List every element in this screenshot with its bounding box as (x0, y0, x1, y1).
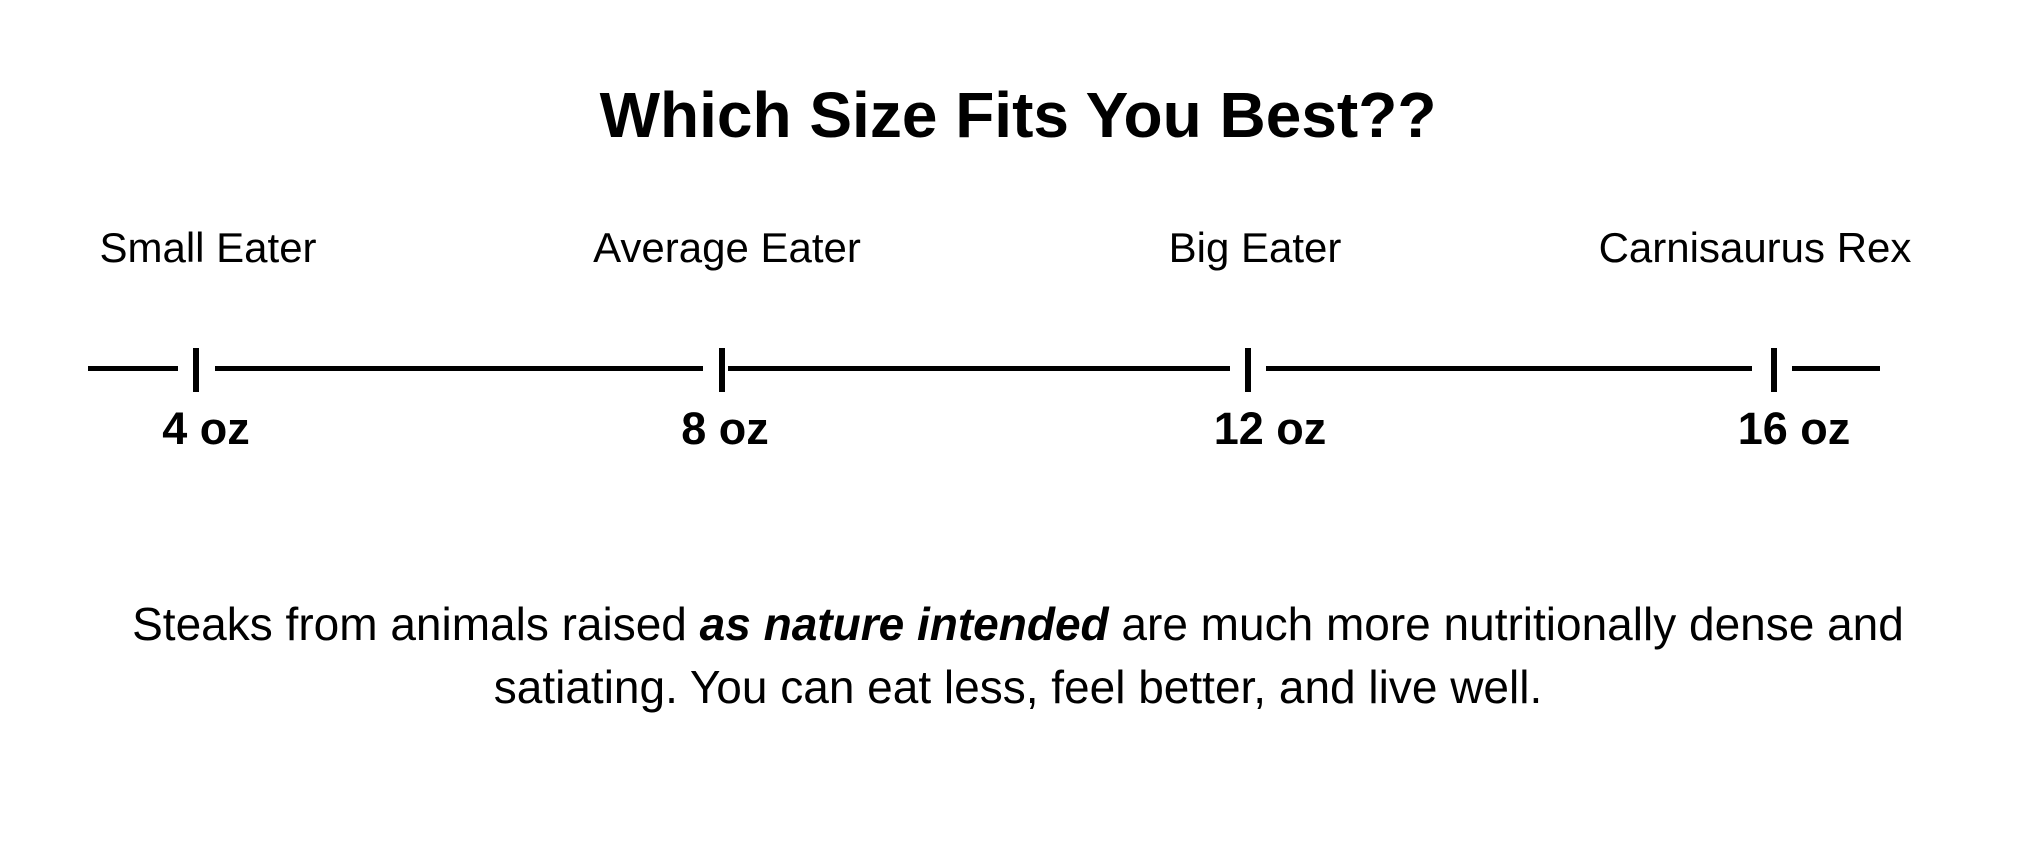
page-title: Which Size Fits You Best?? (599, 79, 1437, 151)
label-average-eater: Average Eater (593, 224, 861, 271)
label-small-eater: Small Eater (99, 224, 317, 271)
value-4oz: 4 oz (162, 403, 250, 454)
caption-line1-prefix: Steaks from animals raised (132, 598, 700, 650)
value-8oz: 8 oz (681, 403, 769, 454)
caption-line1-emphasis: as nature intended (699, 598, 1109, 650)
scale-tick-4oz (193, 348, 199, 392)
scale-segment-2 (728, 366, 1230, 371)
scale-tick-16oz (1771, 348, 1777, 392)
label-big-eater: Big Eater (1168, 224, 1342, 271)
scale-segment-3 (1266, 366, 1752, 371)
scale-tick-8oz (719, 348, 725, 392)
value-16oz: 16 oz (1737, 403, 1851, 454)
label-carnisaurus-rex: Carnisaurus Rex (1598, 224, 1912, 271)
scale-segment-left-stub (88, 366, 178, 371)
scale-tick-12oz (1245, 348, 1251, 392)
caption-line1-suffix: are much more nutritionally dense and (1108, 598, 1904, 650)
scale-segment-1 (215, 366, 703, 371)
value-12oz: 12 oz (1213, 403, 1327, 454)
caption-line-2: satiating. You can eat less, feel better… (493, 661, 1543, 713)
caption-text: Steaks from animals raised as nature int… (0, 593, 2036, 719)
scale-segment-right-stub (1792, 366, 1880, 371)
caption-line-1: Steaks from animals raised as nature int… (0, 593, 2036, 656)
